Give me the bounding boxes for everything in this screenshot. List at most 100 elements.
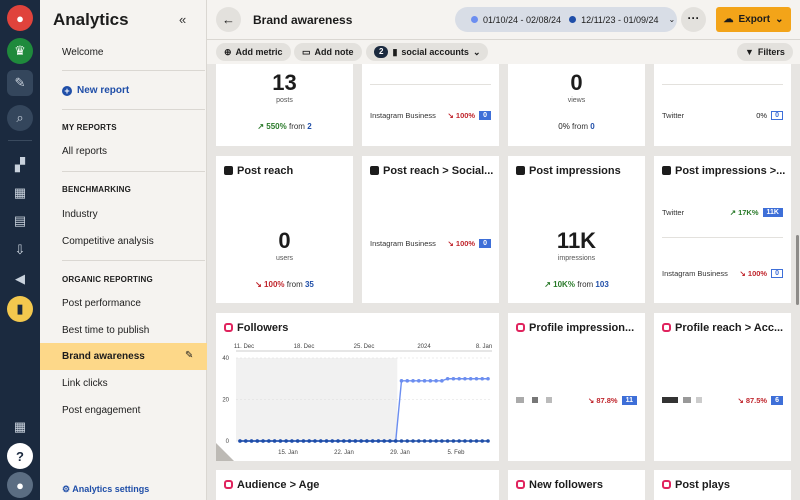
post-impressions-from-word: from [577, 280, 594, 289]
scrollbar[interactable] [796, 235, 799, 305]
apps-grid-icon[interactable]: ▦ [13, 419, 27, 434]
add-metric-label: Add metric [235, 47, 283, 57]
pin-icon[interactable]: ✎ [185, 350, 194, 361]
pi-ig-change: 100% [747, 269, 768, 278]
compose-icon[interactable]: ✎ [7, 70, 33, 96]
series-point [434, 439, 438, 443]
section-my-reports: MY REPORTS [62, 123, 117, 132]
nav-item-post-performance[interactable]: Post performance [62, 298, 141, 309]
add-note-button[interactable]: ▭ Add note [294, 43, 362, 61]
bottom-tick-label: 15. Jan [278, 450, 298, 456]
post-impressions-card[interactable]: Post impressions 11K impressions ↗ 10K% … [508, 156, 645, 303]
post-reach-comparison: ↘ 100% from 35 [255, 280, 314, 289]
profile-reach-card[interactable]: Profile reach > Acc... ↘ 87.5% 6 [654, 313, 791, 461]
views-card[interactable]: 0 views 0% from 0 [508, 64, 645, 146]
post-reach-social-title: Post reach > Social... [370, 165, 493, 177]
nav-item-brand-awareness[interactable]: Brand awareness [62, 351, 145, 362]
twitter-card[interactable]: Twitter 0% 0 [654, 64, 791, 146]
back-arrow-icon[interactable]: ← [216, 7, 241, 32]
report-grid: 13 posts ↗ 550% from 2 Instagram Busines… [207, 64, 800, 500]
profile-impressions-card[interactable]: Profile impression... ↘ 87.8% 11 [508, 313, 645, 461]
pi-twitter-change: 17K% [738, 208, 759, 217]
series-point [376, 439, 381, 443]
instagram-icon [662, 480, 671, 489]
accounts-label: social accounts [401, 47, 469, 57]
views-unit: views [567, 97, 586, 104]
post-plays-card[interactable]: Post plays [654, 470, 791, 500]
nav-item-all-reports[interactable]: All reports [62, 146, 108, 157]
post-impressions-unit: impressions [557, 255, 596, 262]
more-options-button[interactable]: ··· [681, 7, 706, 32]
profile-impressions-row: ↘ 87.8% 11 [516, 396, 637, 405]
analytics-settings-link[interactable]: ⚙ Analytics settings [62, 484, 149, 495]
pi-twitter-label: Twitter [662, 208, 685, 217]
series-point [405, 379, 410, 383]
series-point [388, 439, 392, 443]
series-point [324, 439, 329, 443]
icon-rail: ● ♛ ✎ ⌕ ▞ ▦ ▤ ⇩ ◀ ▮ ▦ ? ● [0, 0, 40, 500]
ig-business-change: 100% [455, 111, 476, 120]
trophy-icon[interactable]: ♛ [7, 38, 33, 64]
ig-business-card[interactable]: Instagram Business ↘ 100% 0 [362, 64, 499, 146]
post-reach-card[interactable]: Post reach 0 users ↘ 100% from 35 [216, 156, 353, 303]
avatar[interactable]: ● [7, 472, 33, 498]
publisher-icon[interactable]: ▞ [15, 157, 25, 172]
post-reach-from-word: from [286, 280, 303, 289]
streams-icon[interactable]: ▦ [13, 185, 27, 200]
series-point [468, 439, 473, 443]
series-point [393, 439, 398, 443]
post-reach-social-card[interactable]: Post reach > Social... Instagram Busines… [362, 156, 499, 303]
analytics-settings-label: Analytics settings [72, 484, 150, 494]
add-note-label: Add note [314, 47, 354, 57]
nav-item-link-clicks[interactable]: Link clicks [62, 378, 108, 389]
filters-button[interactable]: ▼ Filters [737, 43, 793, 61]
followers-card[interactable]: Followers 11. Dec 18. Dec 25. Dec 2024 8. Ja… [216, 313, 499, 461]
top-tick-label: 25. Dec [354, 344, 375, 350]
nav-item-industry[interactable]: Industry [62, 209, 98, 220]
stack-icon [516, 166, 525, 175]
series-point [359, 439, 363, 443]
twitter-label: Twitter [662, 111, 685, 120]
collapse-icon[interactable]: « [179, 12, 187, 27]
page-title: Brand awareness [253, 13, 353, 27]
new-report-button[interactable]: + New report [62, 85, 129, 96]
new-followers-card[interactable]: New followers [508, 470, 645, 500]
series-point [284, 439, 288, 443]
nav-item-best-time[interactable]: Best time to publish [62, 325, 150, 336]
nav-item-competitive[interactable]: Competitive analysis [62, 236, 154, 247]
series-point [457, 376, 461, 381]
posts-comparison: ↗ 550% from 2 [257, 122, 312, 131]
chevron-down-icon: ⌄ [668, 15, 676, 24]
analytics-icon[interactable]: ▮ [7, 296, 33, 322]
inbox-icon[interactable]: ⇩ [14, 242, 26, 257]
nav-item-post-engagement[interactable]: Post engagement [62, 405, 141, 416]
nav-item-welcome[interactable]: Welcome [62, 47, 104, 58]
series-point [486, 376, 490, 381]
filters-label: Filters [757, 47, 785, 57]
note-icon: ▭ [302, 46, 311, 57]
series-point [249, 439, 254, 443]
social-accounts-dropdown[interactable]: 2 ▮ social accounts ⌄ [366, 43, 489, 61]
blurred-account-name [662, 396, 737, 405]
series-point [451, 439, 456, 443]
add-metric-button[interactable]: ⊕ Add metric [216, 43, 291, 61]
date-range-selector[interactable]: 01/10/24 - 02/08/24 12/11/23 - 01/09/24 … [455, 7, 677, 32]
audience-age-card[interactable]: Audience > Age [216, 470, 499, 500]
calendar-icon[interactable]: ▤ [13, 213, 27, 228]
post-reach-social-label: Instagram Business [370, 239, 436, 248]
export-button[interactable]: ☁ Export ⌄ [716, 7, 791, 32]
post-impressions-split-card[interactable]: Post impressions >... Twitter ↗ 17K% 11K… [654, 156, 791, 303]
search-icon[interactable]: ⌕ [7, 105, 33, 131]
series-point [255, 439, 260, 443]
post-reach-social-row: Instagram Business ↘ 100% 0 [370, 239, 491, 248]
twitter-badge: 0 [771, 111, 783, 120]
posts-card[interactable]: 13 posts ↗ 550% from 2 [216, 64, 353, 146]
bottom-tick-label: 5. Feb [447, 450, 465, 456]
series-point [480, 439, 485, 443]
owl-logo-icon[interactable]: ● [7, 5, 33, 31]
nav-item-brand-awareness-active[interactable] [40, 343, 207, 370]
instagram-icon [224, 480, 233, 489]
series-point [486, 439, 490, 443]
help-icon[interactable]: ? [7, 443, 33, 469]
megaphone-icon[interactable]: ◀ [15, 271, 25, 286]
